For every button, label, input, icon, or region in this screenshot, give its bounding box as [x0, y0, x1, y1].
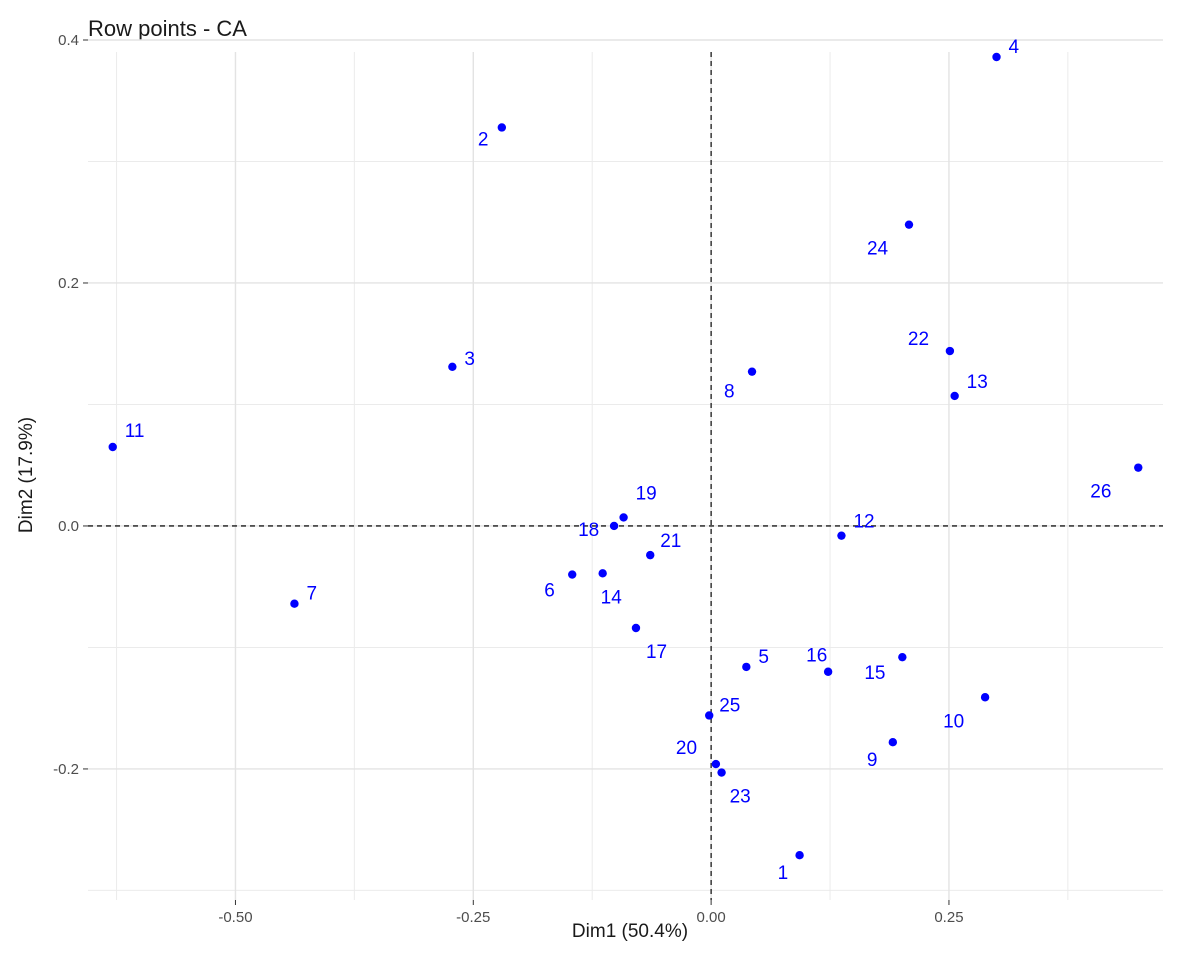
point-label: 25	[719, 695, 740, 716]
point-label: 20	[676, 738, 697, 759]
point-label: 1	[778, 863, 789, 884]
data-point	[619, 513, 628, 522]
point-label: 6	[544, 581, 555, 602]
y-tick-label: -0.2	[53, 761, 79, 778]
x-axis-title: Dim1 (50.4%)	[572, 921, 688, 942]
point-label: 4	[1009, 37, 1020, 58]
y-axis-title: Dim2 (17.9%)	[16, 417, 37, 533]
data-point	[898, 652, 907, 662]
data-point	[742, 662, 751, 672]
point-label: 9	[867, 750, 878, 771]
x-tick-label: -0.25	[456, 909, 490, 926]
data-point	[747, 367, 757, 376]
data-point	[945, 346, 955, 356]
major-grid	[88, 39, 1163, 900]
point-label: 12	[853, 512, 874, 533]
point-label: 23	[730, 787, 751, 808]
chart-title: Row points - CA	[88, 16, 247, 41]
data-point	[705, 711, 714, 720]
data-point	[711, 759, 721, 769]
data-point	[448, 362, 457, 372]
point-label: 15	[864, 663, 885, 684]
data-point	[717, 768, 726, 777]
y-tick-label: 0.0	[58, 518, 79, 535]
point-labels: 1234567891011121314151617181920212223242…	[125, 37, 1112, 884]
data-point	[646, 550, 655, 560]
point-label: 24	[867, 239, 889, 260]
point-label: 22	[908, 329, 929, 350]
data-point	[992, 52, 1001, 62]
point-label: 8	[724, 382, 735, 403]
data-point	[108, 442, 117, 452]
point-label: 26	[1090, 482, 1111, 503]
data-point	[568, 570, 577, 579]
data-point	[598, 569, 607, 578]
axis-ticks: -0.50 -0.25 0.00 0.25 -0.2 0.0 0.2 0.4	[53, 32, 963, 926]
point-label: 2	[478, 129, 489, 150]
point-label: 10	[943, 711, 964, 732]
point-label: 13	[967, 372, 988, 393]
point-label: 5	[758, 647, 769, 668]
data-point	[980, 693, 990, 702]
x-tick-label: 0.25	[934, 909, 963, 926]
x-tick-label: 0.00	[697, 909, 726, 926]
y-tick-label: 0.4	[58, 32, 79, 49]
point-label: 17	[646, 642, 667, 663]
data-point	[823, 667, 833, 676]
point-label: 19	[636, 483, 657, 504]
data-point	[631, 623, 641, 633]
minor-grid	[88, 52, 1163, 900]
data-point	[497, 123, 507, 132]
data-point	[888, 738, 898, 747]
reference-lines	[88, 52, 1163, 900]
data-point	[1134, 463, 1143, 472]
data-point	[290, 599, 299, 608]
data-points	[108, 52, 1143, 860]
data-point	[904, 220, 914, 229]
y-tick-label: 0.2	[58, 275, 79, 292]
data-point	[837, 531, 846, 540]
point-label: 21	[660, 531, 681, 552]
data-point	[950, 391, 959, 401]
point-label: 11	[125, 421, 145, 442]
point-label: 3	[464, 349, 475, 370]
x-tick-label: -0.50	[218, 909, 252, 926]
data-point	[609, 521, 619, 531]
point-label: 18	[578, 520, 599, 541]
point-label: 16	[806, 646, 827, 667]
data-point	[795, 850, 804, 860]
point-label: 14	[601, 587, 623, 608]
point-label: 7	[306, 584, 317, 605]
